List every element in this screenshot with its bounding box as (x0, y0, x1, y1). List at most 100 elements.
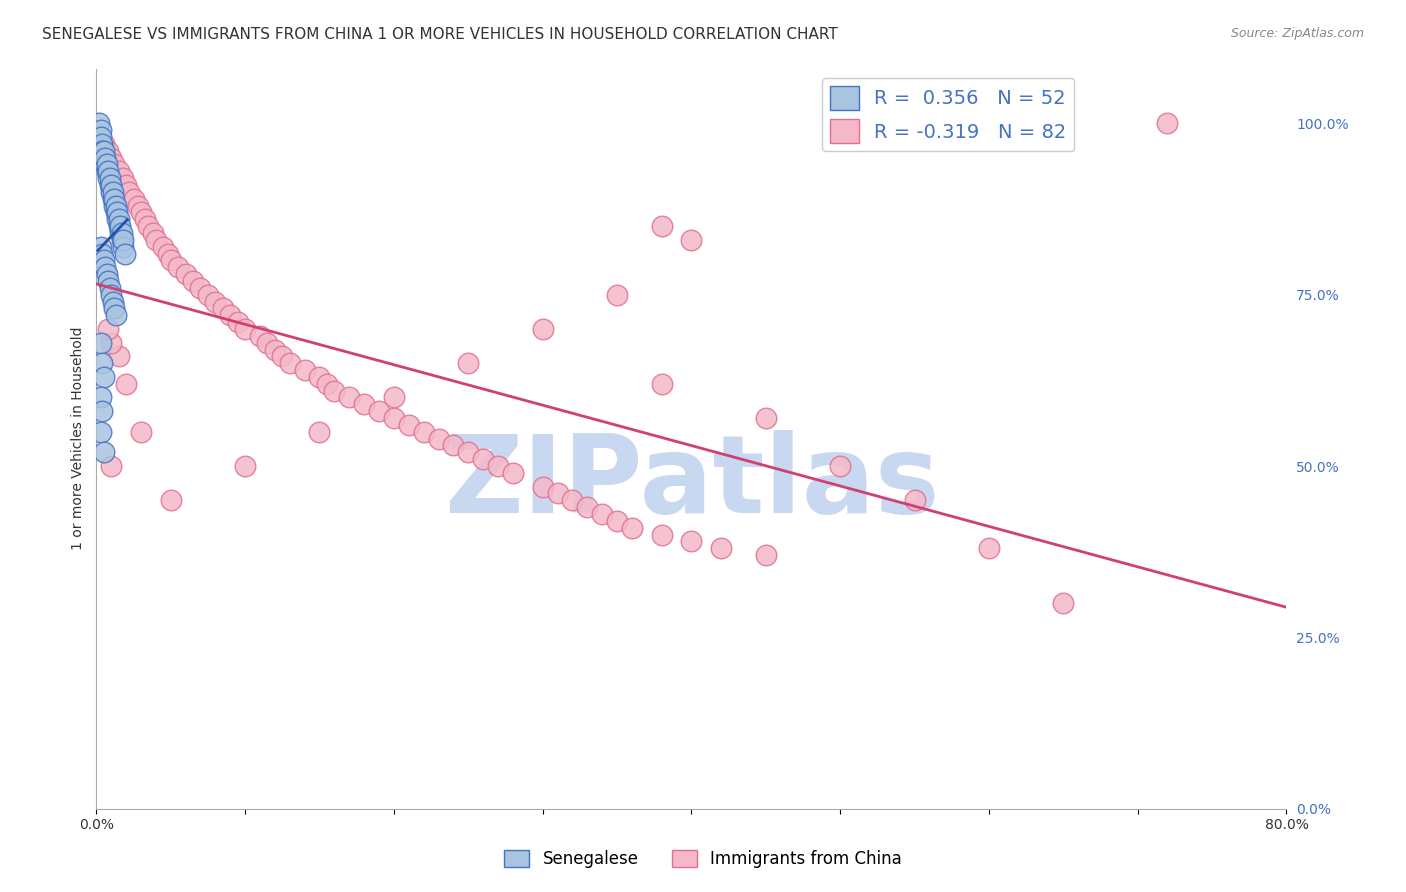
Legend: R =  0.356   N = 52, R = -0.319   N = 82: R = 0.356 N = 52, R = -0.319 N = 82 (823, 78, 1074, 151)
Point (159, 253, 181, 268)
Point (755, 411, 778, 425)
Point (710, 541, 733, 556)
Point (561, 493, 583, 508)
Point (98, 171, 121, 186)
Point (115, 376, 138, 391)
Point (94, 260, 117, 275)
Point (190, 281, 212, 295)
Point (457, 356, 479, 370)
Point (651, 219, 673, 234)
Point (96, 267, 118, 281)
Point (457, 445, 479, 459)
Point (159, 493, 181, 508)
Point (122, 192, 145, 206)
Point (337, 391, 360, 405)
Point (96, 157, 118, 171)
Point (353, 397, 375, 411)
Point (103, 301, 125, 316)
Point (90, 123, 112, 137)
Point (903, 493, 925, 508)
Point (90, 240, 112, 254)
Point (112, 233, 135, 247)
Point (263, 343, 285, 357)
Point (93, 151, 115, 165)
Point (219, 308, 242, 322)
Point (606, 514, 628, 528)
Point (368, 404, 391, 418)
Point (90, 335, 112, 350)
Point (90, 130, 112, 145)
Text: Source: ZipAtlas.com: Source: ZipAtlas.com (1230, 27, 1364, 40)
Point (1052, 596, 1074, 610)
Point (256, 335, 278, 350)
Point (167, 260, 190, 275)
Point (681, 233, 703, 247)
Point (412, 425, 434, 439)
Point (472, 452, 495, 467)
Point (93, 253, 115, 268)
Point (100, 151, 122, 165)
Point (90, 391, 112, 405)
Point (107, 350, 129, 364)
Point (100, 335, 122, 350)
Point (112, 171, 135, 186)
Point (93, 136, 115, 151)
Point (129, 205, 152, 219)
Point (101, 192, 124, 206)
Point (398, 417, 420, 432)
Point (502, 466, 524, 480)
Point (111, 226, 134, 240)
Point (118, 185, 141, 199)
Point (97, 144, 120, 158)
Point (100, 185, 122, 199)
Point (294, 363, 316, 377)
Point (103, 157, 125, 171)
Point (94, 157, 117, 171)
Point (107, 164, 129, 178)
Legend: Senegalese, Immigrants from China: Senegalese, Immigrants from China (498, 843, 908, 875)
Point (531, 322, 554, 336)
Point (145, 233, 167, 247)
Point (233, 458, 256, 473)
Point (104, 205, 127, 219)
Point (197, 287, 219, 301)
Point (651, 376, 673, 391)
Point (681, 534, 703, 549)
Point (100, 287, 122, 301)
Point (97, 274, 120, 288)
Point (382, 411, 405, 425)
Point (104, 198, 127, 212)
Point (114, 246, 136, 260)
Point (101, 294, 124, 309)
Point (105, 205, 128, 219)
Point (91, 246, 114, 260)
Point (308, 425, 330, 439)
Point (93, 370, 115, 384)
Point (156, 246, 179, 260)
Point (211, 301, 233, 316)
Text: SENEGALESE VS IMMIGRANTS FROM CHINA 1 OR MORE VEHICLES IN HOUSEHOLD CORRELATION : SENEGALESE VS IMMIGRANTS FROM CHINA 1 OR… (42, 27, 838, 42)
Point (755, 548, 778, 562)
Point (91, 404, 114, 418)
Point (107, 212, 129, 227)
Point (316, 376, 339, 391)
Point (606, 287, 628, 301)
Point (308, 370, 330, 384)
Point (204, 294, 226, 309)
Point (441, 438, 464, 452)
Text: ZIPatlas: ZIPatlas (444, 430, 939, 536)
Point (531, 479, 554, 493)
Point (96, 164, 118, 178)
Point (98, 281, 121, 295)
Point (129, 425, 152, 439)
Point (91, 136, 114, 151)
Point (98, 178, 121, 192)
Point (1156, 116, 1178, 130)
Point (105, 212, 128, 227)
Point (100, 458, 122, 473)
Point (233, 322, 256, 336)
Point (591, 507, 613, 521)
Point (90, 425, 112, 439)
Point (152, 240, 174, 254)
Point (181, 274, 204, 288)
